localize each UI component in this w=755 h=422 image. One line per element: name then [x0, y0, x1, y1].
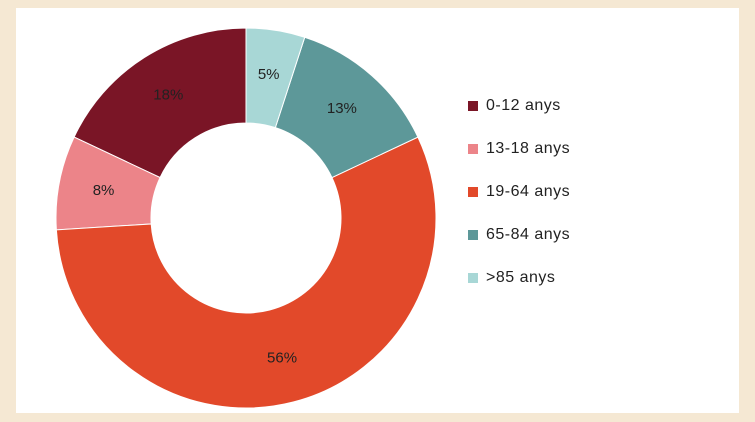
legend-label: 0-12 anys	[486, 97, 561, 114]
slice-value-label-19-64-anys: 56%	[267, 349, 297, 366]
legend-item-19-64: 19-64 anys	[468, 182, 728, 202]
legend-item-0-12: 0-12 anys	[468, 96, 728, 116]
chart-panel: 18% 8% 56% 13% 5% 0-12 anys 13-18 anys 19-64…	[16, 8, 739, 413]
donut-chart: 18% 8% 56% 13% 5%	[55, 27, 437, 409]
legend-item-over-85: >85 anys	[468, 268, 728, 288]
donut-slice-85-anys	[245, 27, 306, 129]
legend-label: 65-84 anys	[486, 226, 571, 243]
legend-swatch	[468, 230, 478, 240]
legend-item-65-84: 65-84 anys	[468, 225, 728, 245]
donut-slice-19-64-anys	[55, 136, 437, 409]
legend: 0-12 anys 13-18 anys 19-64 anys 65-84 an…	[468, 96, 728, 311]
legend-swatch	[468, 273, 478, 283]
legend-label: 19-64 anys	[486, 183, 571, 200]
legend-label: >85 anys	[486, 269, 556, 286]
slice-value-label-0-12-anys: 18%	[153, 87, 183, 104]
legend-item-13-18: 13-18 anys	[468, 139, 728, 159]
legend-label: 13-18 anys	[486, 140, 571, 157]
slice-value-label-13-18-anys: 8%	[93, 182, 115, 199]
slice-value-label-65-84-anys: 13%	[327, 100, 357, 117]
donut-slice-0-12-anys	[73, 27, 247, 179]
slice-value-label-85-anys: 5%	[258, 66, 280, 83]
legend-swatch	[468, 187, 478, 197]
legend-swatch	[468, 101, 478, 111]
legend-swatch	[468, 144, 478, 154]
